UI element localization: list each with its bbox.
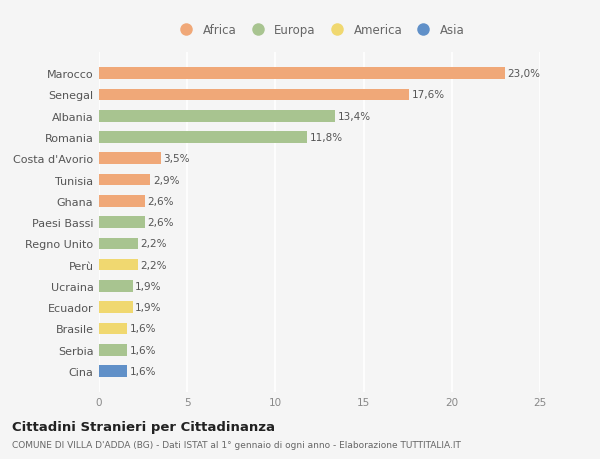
Text: 2,6%: 2,6% xyxy=(148,196,174,207)
Bar xyxy=(99,365,127,377)
Bar xyxy=(99,344,127,356)
Text: 2,6%: 2,6% xyxy=(148,218,174,228)
Text: Cittadini Stranieri per Cittadinanza: Cittadini Stranieri per Cittadinanza xyxy=(12,420,275,433)
Text: 11,8%: 11,8% xyxy=(310,133,343,143)
Bar xyxy=(99,323,127,335)
Text: 2,2%: 2,2% xyxy=(140,260,167,270)
Bar xyxy=(99,196,145,207)
Text: 1,6%: 1,6% xyxy=(130,345,157,355)
Bar xyxy=(99,90,409,101)
Bar xyxy=(99,68,505,80)
Bar xyxy=(99,302,133,313)
Bar xyxy=(99,238,138,250)
Bar xyxy=(99,153,161,165)
Legend: Africa, Europa, America, Asia: Africa, Europa, America, Asia xyxy=(170,20,469,42)
Text: 1,6%: 1,6% xyxy=(130,366,157,376)
Text: 3,5%: 3,5% xyxy=(163,154,190,164)
Text: 23,0%: 23,0% xyxy=(508,69,541,79)
Bar xyxy=(99,217,145,229)
Text: 13,4%: 13,4% xyxy=(338,112,371,122)
Text: 2,2%: 2,2% xyxy=(140,239,167,249)
Text: 1,9%: 1,9% xyxy=(135,302,161,313)
Text: 2,9%: 2,9% xyxy=(153,175,179,185)
Bar xyxy=(99,111,335,123)
Text: COMUNE DI VILLA D'ADDA (BG) - Dati ISTAT al 1° gennaio di ogni anno - Elaborazio: COMUNE DI VILLA D'ADDA (BG) - Dati ISTAT… xyxy=(12,440,461,449)
Bar xyxy=(99,280,133,292)
Text: 17,6%: 17,6% xyxy=(412,90,445,100)
Text: 1,6%: 1,6% xyxy=(130,324,157,334)
Text: 1,9%: 1,9% xyxy=(135,281,161,291)
Bar xyxy=(99,132,307,144)
Bar xyxy=(99,259,138,271)
Bar xyxy=(99,174,150,186)
